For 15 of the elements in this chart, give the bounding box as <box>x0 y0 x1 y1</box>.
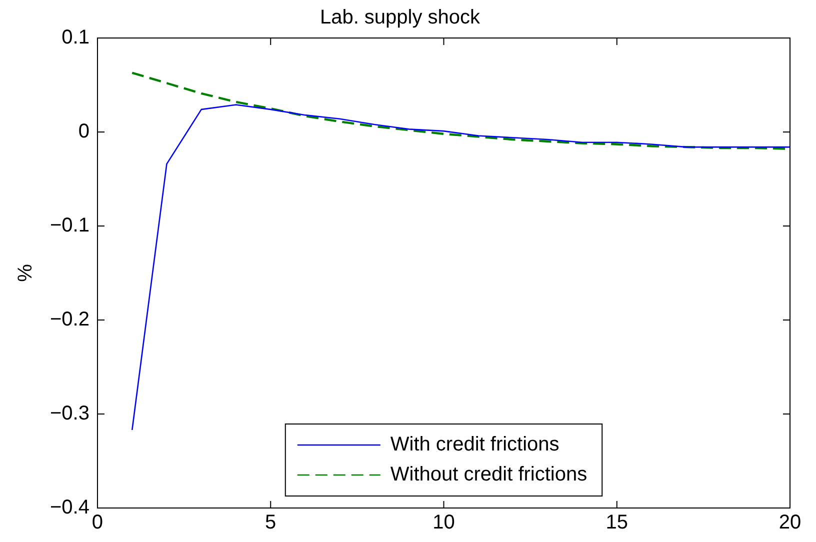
legend-label: Without credit frictions <box>390 464 588 486</box>
y-tick-label: 0 <box>78 120 90 143</box>
x-tick-label: 15 <box>606 512 628 534</box>
x-tick-label: 0 <box>92 512 104 534</box>
chart-title: Lab. supply shock <box>320 6 482 29</box>
y-tick-label: −0.1 <box>50 214 90 237</box>
legend-label: With credit frictions <box>390 434 560 456</box>
x-tick-label: 5 <box>265 512 276 534</box>
y-tick-label: −0.4 <box>50 496 90 519</box>
y-axis-title: % <box>14 264 37 282</box>
y-tick-label: 0.1 <box>62 26 90 49</box>
y-tick-label: −0.2 <box>50 308 90 331</box>
y-tick-label: −0.3 <box>50 402 90 425</box>
x-tick-label: 20 <box>778 512 802 534</box>
x-tick-label: 10 <box>432 512 455 534</box>
